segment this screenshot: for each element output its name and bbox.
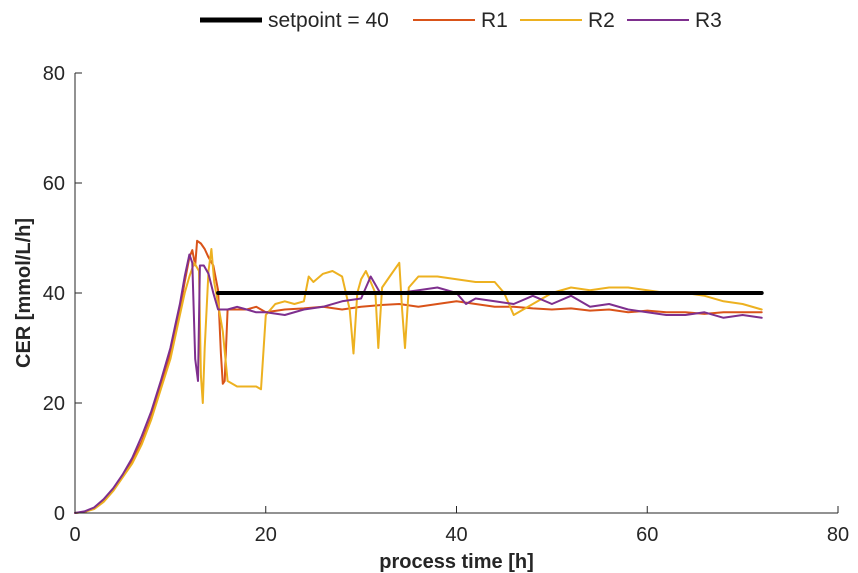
x-axis-ticks: 0 20 40 60 80 xyxy=(69,506,849,546)
y-axis-ticks: 0 20 40 60 80 xyxy=(43,63,82,525)
legend-item: R2 xyxy=(520,9,615,32)
x-tick-label: 80 xyxy=(827,524,849,546)
x-axis-title: process time [h] xyxy=(379,551,533,573)
y-tick-label: 40 xyxy=(43,283,65,305)
x-tick-label: 20 xyxy=(255,524,277,546)
legend-item: setpoint = 40 xyxy=(200,9,389,32)
series-line-r1 xyxy=(74,239,763,514)
series-line-r3 xyxy=(74,253,763,514)
x-tick-label: 60 xyxy=(636,524,658,546)
y-tick-label: 80 xyxy=(43,63,65,85)
x-tick-label: 0 xyxy=(69,524,80,546)
plot-lines xyxy=(74,239,764,514)
y-tick-label: 0 xyxy=(54,503,65,525)
legend-label: R2 xyxy=(588,9,615,32)
y-tick-label: 20 xyxy=(43,393,65,415)
legend-label: R1 xyxy=(481,9,508,32)
legend-label: setpoint = 40 xyxy=(268,9,389,32)
legend: setpoint = 40 R1 R2 R3 xyxy=(200,9,722,32)
y-tick-label: 60 xyxy=(43,173,65,195)
x-tick-label: 40 xyxy=(445,524,467,546)
y-axis-title: CER [mmol/L/h] xyxy=(13,218,35,368)
legend-label: R3 xyxy=(695,9,722,32)
series-line-r2 xyxy=(74,248,763,514)
legend-item: R3 xyxy=(627,9,722,32)
legend-item: R1 xyxy=(413,9,508,32)
